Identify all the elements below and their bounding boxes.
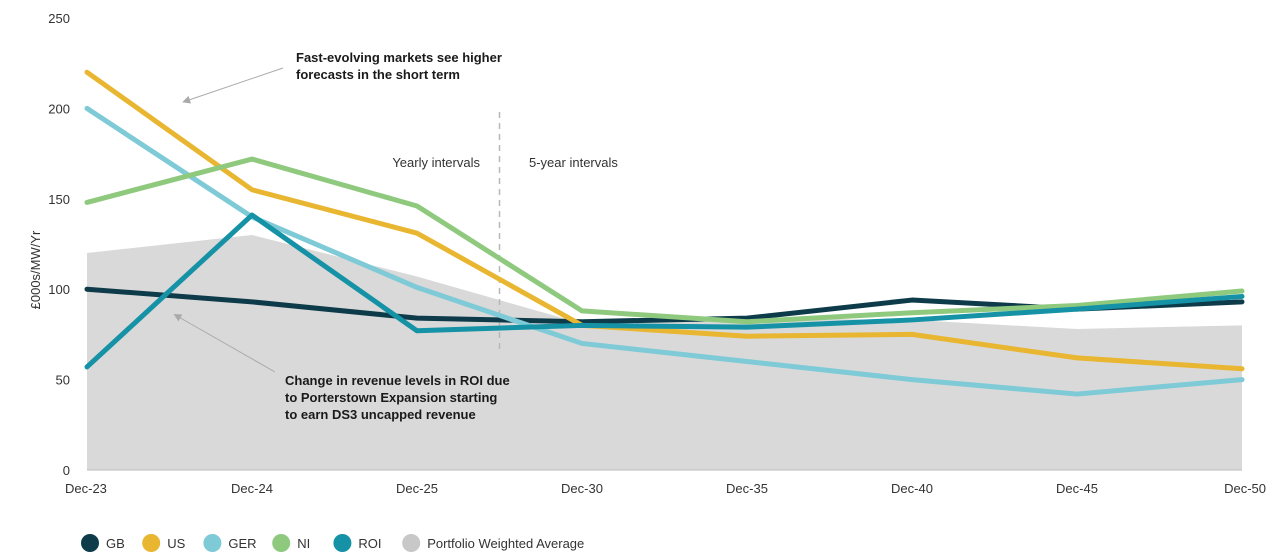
series-layer [84,69,1245,397]
x-tick-label: Dec-50 [1224,481,1266,496]
y-axis-label: £000s/MW/Yr [28,230,43,309]
y-tick-labels: 0 50 100 150 200 250 [48,11,70,478]
x-tick-label: Dec-45 [1056,481,1098,496]
annotation-roi-line-1: Change in revenue levels in ROI due [285,373,510,388]
x-tick-label: Dec-40 [891,481,933,496]
svg-text:Change in revenue levels in RO: Change in revenue levels in ROI due to P… [285,373,513,422]
legend-swatch-gb [81,534,99,552]
annotation-short-term: Fast-evolving markets see higher forecas… [182,50,506,104]
x-tick-label: Dec-24 [231,481,273,496]
series-line-ger [84,105,1245,397]
legend-swatch-us [142,534,161,552]
x-tick-label: Dec-25 [396,481,438,496]
legend-label: NI [297,536,310,551]
annotation-short-term-line-1: Fast-evolving markets see higher [296,50,502,65]
annotation-short-term-line-2: forecasts in the short term [296,67,460,82]
svg-text:Fast-evolving markets see high: Fast-evolving markets see higher forecas… [296,50,506,82]
y-tick-label: 0 [63,463,70,478]
annotation-roi-line-2: to Porterstown Expansion starting [285,390,497,405]
legend-swatch-ni [272,534,291,552]
y-tick-label: 50 [56,373,70,388]
legend-swatch-portfolio-weighted-average [402,534,421,552]
annotation-roi-line-3: to earn DS3 uncapped revenue [285,407,476,422]
series-line-ni [84,156,1245,325]
legend-label: Portfolio Weighted Average [427,536,584,551]
x-tick-labels: Dec-23 Dec-24 Dec-25 Dec-30 Dec-35 Dec-40 Dec-… [65,481,1266,496]
y-tick-label: 150 [48,192,70,207]
annotation-roi-arrow [173,314,276,373]
legend-label: GER [228,536,256,551]
series-line-us [84,69,1245,372]
legend-label: GB [106,536,125,551]
yearly-intervals-label: Yearly intervals [392,155,480,170]
x-tick-label: Dec-30 [561,481,603,496]
x-tick-label: Dec-23 [65,481,107,496]
annotation-short-term-arrow [182,67,284,104]
y-tick-label: 200 [48,101,70,116]
x-tick-label: Dec-35 [726,481,768,496]
series-line-roi [84,212,1245,370]
five-year-intervals-label: 5-year intervals [529,155,618,170]
legend-label: ROI [358,536,381,551]
legend-swatch-ger [203,534,222,552]
legend-swatch-roi [333,534,352,552]
y-tick-label: 250 [48,11,70,26]
legend-label: US [167,536,185,551]
legend: GB US GER NI ROI Portfolio Weighted Average [81,534,584,552]
y-tick-label: 100 [48,282,70,297]
annotation-roi: Change in revenue levels in ROI due to P… [173,314,513,422]
